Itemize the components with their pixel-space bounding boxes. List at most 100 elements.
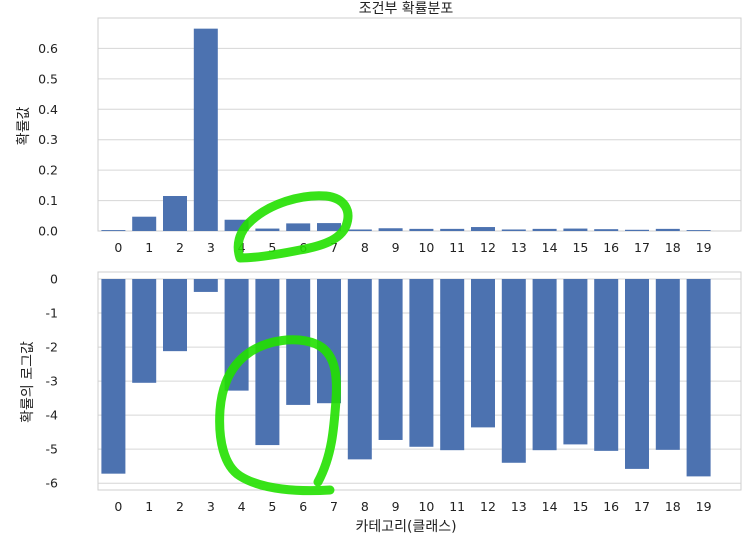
y-tick-label: 0.6 (38, 41, 58, 56)
x-tick-label: 5 (268, 499, 276, 514)
x-tick-label: 14 (542, 240, 558, 255)
bar-17 (625, 229, 649, 231)
bar-0 (101, 230, 126, 231)
x-tick-label: 13 (511, 240, 527, 255)
bar-3 (193, 279, 218, 292)
x-tick-label: 2 (176, 240, 184, 255)
bottom-x-axis-label: 카테고리(클래스) (355, 519, 456, 535)
bottom-x-tick-labels: 0 1 2 3 4 5 6 7 8 9 10 11 12 13 14 15 16 17 18 19 (114, 499, 711, 514)
bar-3 (193, 28, 218, 232)
y-tick-label: -6 (46, 476, 59, 491)
bottom-highlight-circle (215, 335, 341, 496)
top-y-axis-label: 확률값 (16, 107, 32, 146)
x-tick-label: 17 (634, 240, 650, 255)
x-tick-label: 3 (207, 240, 215, 255)
bar-7 (317, 223, 341, 231)
x-tick-label: 16 (603, 499, 619, 514)
y-tick-label: -2 (46, 340, 58, 355)
bar-11 (440, 279, 465, 451)
bar-17 (625, 279, 649, 469)
x-tick-label: 9 (392, 240, 400, 255)
x-tick-label: 3 (207, 499, 215, 514)
y-tick-label: -4 (46, 408, 59, 423)
x-tick-label: 13 (511, 499, 527, 514)
x-tick-label: 15 (572, 240, 588, 255)
bar-8 (347, 229, 372, 231)
x-tick-label: 1 (145, 499, 153, 514)
bar-18 (655, 279, 680, 450)
bar-19 (686, 230, 711, 231)
y-tick-label: 0.4 (38, 102, 58, 117)
x-tick-label: 19 (696, 240, 712, 255)
x-tick-label: 18 (665, 499, 681, 514)
bar-15 (563, 228, 588, 231)
x-tick-label: 5 (268, 240, 276, 255)
top-chart-title: 조건부 확률분포 (359, 1, 454, 17)
bottom-y-axis-label: 확률의 로그값 (20, 341, 36, 423)
x-tick-label: 15 (572, 499, 588, 514)
bottom-bars (101, 279, 711, 477)
x-tick-label: 10 (418, 240, 434, 255)
bar-9 (378, 279, 403, 440)
y-tick-label: 0.2 (38, 163, 58, 178)
bar-5 (255, 279, 280, 446)
x-tick-label: 0 (114, 240, 122, 255)
bar-15 (563, 279, 588, 445)
bar-14 (532, 279, 557, 451)
x-tick-label: 9 (392, 499, 400, 514)
bar-0 (101, 279, 126, 474)
x-tick-label: 11 (449, 240, 465, 255)
x-tick-label: 12 (480, 499, 496, 514)
x-tick-label: 7 (330, 240, 338, 255)
bar-10 (409, 228, 434, 231)
x-tick-label: 10 (418, 499, 434, 514)
top-y-tick-labels: 0.0 0.1 0.2 0.3 0.4 0.5 0.6 (38, 41, 58, 239)
x-tick-label: 8 (361, 499, 369, 514)
top-x-tick-labels: 0 1 2 3 4 5 6 7 8 9 10 11 12 13 14 15 16 17 18 19 (114, 240, 711, 255)
top-bars (101, 28, 711, 232)
bar-2 (163, 196, 187, 231)
bar-16 (594, 229, 619, 231)
bar-14 (532, 228, 557, 231)
y-tick-label: 0.0 (38, 224, 58, 239)
x-tick-label: 14 (542, 499, 558, 514)
x-tick-label: 17 (634, 499, 650, 514)
y-tick-label: -3 (46, 374, 58, 389)
bar-8 (347, 279, 372, 460)
x-tick-label: 0 (114, 499, 122, 514)
x-tick-label: 7 (330, 499, 338, 514)
bar-5 (255, 228, 280, 231)
bar-16 (594, 279, 619, 451)
x-tick-label: 1 (145, 240, 153, 255)
bottom-y-tick-labels: 0 -1 -2 -3 -4 -5 -6 (46, 272, 59, 491)
x-tick-label: 19 (696, 499, 712, 514)
x-tick-label: 2 (176, 499, 184, 514)
bottom-chart: 0-1-2-3-4-5-6 0 1 2 3 4 5 6 7 8 9 10 11 12 13 14 15 16 17… (20, 271, 742, 535)
x-tick-label: 16 (603, 240, 619, 255)
y-tick-label: 0.1 (38, 193, 58, 208)
bar-6 (286, 223, 311, 231)
y-tick-label: -5 (46, 442, 58, 457)
y-tick-label: 0 (50, 272, 58, 287)
x-tick-label: 11 (449, 499, 465, 514)
top-highlight-circle (233, 191, 353, 263)
x-tick-label: 4 (238, 499, 246, 514)
x-tick-label: 6 (299, 499, 307, 514)
x-tick-label: 8 (361, 240, 369, 255)
bar-12 (471, 279, 495, 428)
x-tick-label: 18 (665, 240, 681, 255)
bar-11 (440, 228, 465, 231)
top-chart: 0.00.10.20.30.40.50.6 0 1 2 3 4 5 6 7 8 9 10 11 12 13… (16, 1, 742, 255)
x-tick-label: 12 (480, 240, 496, 255)
bar-13 (501, 279, 526, 463)
bar-1 (132, 216, 157, 231)
bar-1 (132, 279, 157, 383)
bar-2 (163, 279, 187, 352)
bar-9 (378, 228, 403, 231)
y-tick-label: -1 (46, 306, 58, 321)
bar-4 (224, 219, 249, 231)
bar-12 (471, 227, 495, 231)
bar-19 (686, 279, 711, 477)
y-tick-label: 0.3 (38, 132, 58, 147)
